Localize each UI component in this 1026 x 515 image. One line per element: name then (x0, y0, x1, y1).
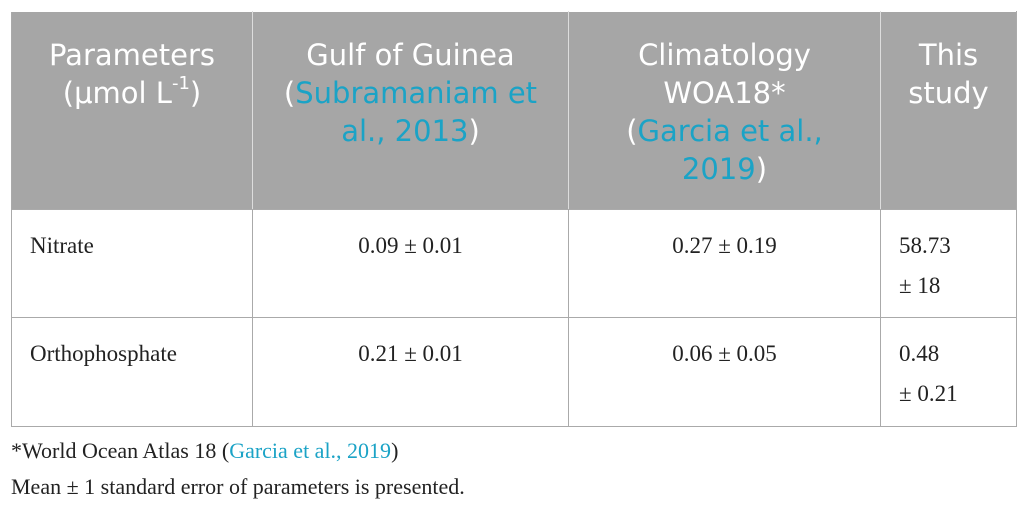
header-cell: Parameters (μmol L-1) (11, 11, 253, 210)
cell-text: 0.48 ± 0.21 (899, 341, 958, 406)
header-superscript: -1 (171, 73, 190, 94)
cell-text: Nitrate (30, 233, 94, 258)
data-table: Parameters (μmol L-1) Gulf of Guinea (Subr… (11, 11, 1017, 427)
cell-text: 0.06 ± 0.05 (672, 341, 777, 366)
header-text: ) (468, 114, 480, 148)
table-cell: 0.21 ± 0.01 (252, 317, 569, 427)
header-cell: Gulf of Guinea (Subramaniam et al., 2013) (252, 11, 569, 210)
cell-text: Orthophosphate (30, 341, 177, 366)
citation-link[interactable]: Garcia et al., 2019 (637, 114, 823, 186)
table-cell: 0.27 ± 0.19 (568, 209, 881, 318)
table-cell: 0.48 ± 0.21 (880, 317, 1017, 427)
footnote: *World Ocean Atlas 18 (Garcia et al., 20… (11, 438, 398, 464)
header-row: Parameters (μmol L-1) Gulf of Guinea (Subr… (11, 11, 1017, 210)
header-text: Parameters (49, 38, 215, 72)
cell-text: 0.27 ± 0.19 (672, 233, 777, 258)
header-text: Gulf of Guinea (306, 38, 515, 72)
table-cell: Nitrate (11, 209, 253, 318)
footnote-text: ) (391, 438, 399, 463)
header-cell: Climatology WOA18* (Garcia et al., 2019) (568, 11, 881, 210)
table-cell: 0.09 ± 0.01 (252, 209, 569, 318)
table-row: Nitrate 0.09 ± 0.01 0.27 ± 0.19 58.73 ± 18 (11, 209, 1017, 318)
header-text: This study (908, 38, 989, 110)
table-row: Orthophosphate 0.21 ± 0.01 0.06 ± 0.05 0.48… (11, 317, 1017, 427)
table-cell: 0.06 ± 0.05 (568, 317, 881, 427)
header-cell: This study (880, 11, 1017, 210)
table-cell: 58.73 ± 18 (880, 209, 1017, 318)
header-text: ( (626, 114, 638, 148)
cell-text: 58.73 ± 18 (899, 233, 951, 298)
cell-text: 0.09 ± 0.01 (358, 233, 463, 258)
header-text: (μmol L (62, 76, 172, 110)
cell-text: 0.21 ± 0.01 (358, 341, 463, 366)
citation-link[interactable]: Garcia et al., 2019 (229, 438, 392, 463)
header-text: Climatology (638, 38, 811, 72)
table-cell: Orthophosphate (11, 317, 253, 427)
header-text: ) (189, 76, 202, 110)
footnote-text: Mean ± 1 standard error of parameters is… (11, 474, 465, 499)
header-text: ) (755, 152, 768, 186)
header-text: WOA18* (663, 76, 786, 110)
footnote: Mean ± 1 standard error of parameters is… (11, 474, 465, 500)
header-text: ( (283, 76, 296, 110)
citation-link[interactable]: Subramaniam et al., 2013 (295, 76, 538, 148)
footnote-text: *World Ocean Atlas 18 ( (11, 438, 230, 463)
